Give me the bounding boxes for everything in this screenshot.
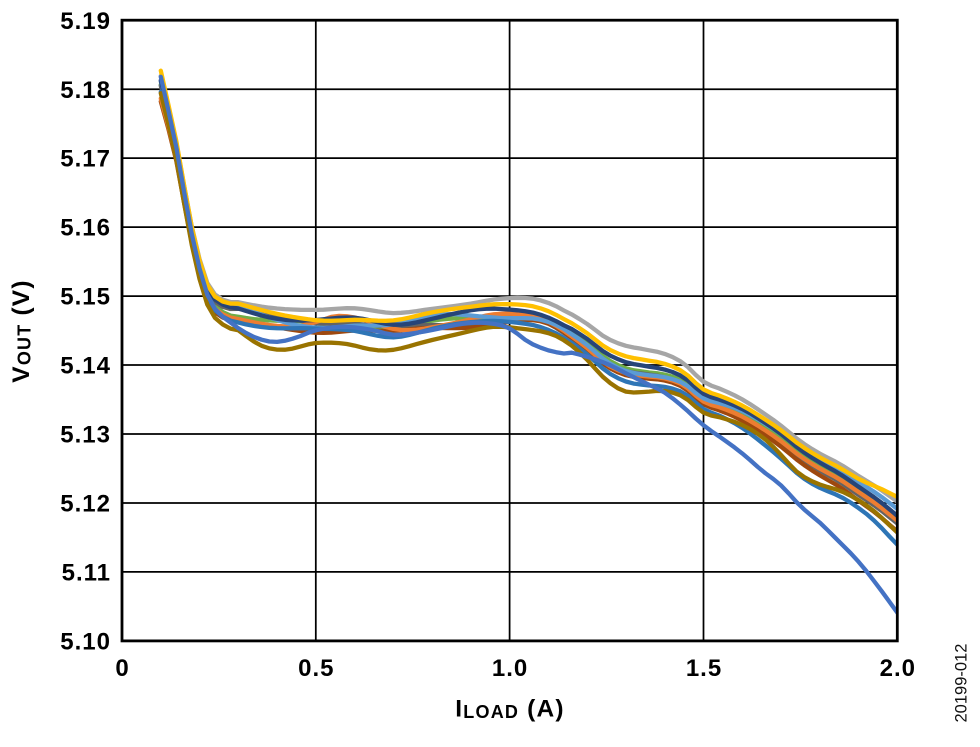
svg-text:0.5: 0.5 — [298, 655, 334, 682]
svg-text:0: 0 — [115, 655, 129, 682]
svg-text:1.0: 1.0 — [492, 655, 528, 682]
svg-text:5.15: 5.15 — [60, 284, 111, 311]
svg-text:5.18: 5.18 — [60, 77, 111, 104]
svg-text:5.14: 5.14 — [60, 353, 111, 380]
svg-text:1.5: 1.5 — [686, 655, 722, 682]
svg-text:5.13: 5.13 — [60, 422, 111, 449]
svg-text:5.19: 5.19 — [60, 8, 111, 35]
svg-text:20199-012: 20199-012 — [953, 644, 971, 723]
svg-text:5.12: 5.12 — [60, 491, 111, 518]
svg-text:5.10: 5.10 — [60, 629, 111, 656]
svg-text:5.11: 5.11 — [62, 560, 111, 587]
svg-text:5.17: 5.17 — [60, 146, 111, 173]
svg-text:5.16: 5.16 — [60, 215, 111, 242]
svg-text:2.0: 2.0 — [880, 655, 916, 682]
